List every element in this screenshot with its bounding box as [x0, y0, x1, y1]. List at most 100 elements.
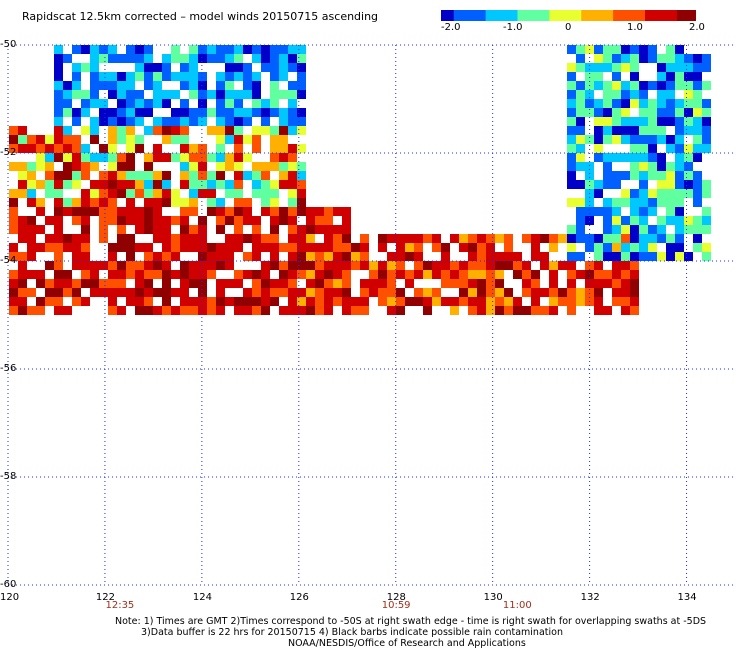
- wind-cell: [639, 54, 648, 63]
- wind-cell: [261, 279, 270, 288]
- wind-cell: [90, 153, 99, 162]
- wind-cell: [189, 306, 198, 315]
- wind-cell: [45, 288, 54, 297]
- wind-cell: [144, 198, 153, 207]
- wind-cell: [18, 234, 27, 243]
- wind-cell: [522, 234, 531, 243]
- wind-cell: [90, 81, 99, 90]
- wind-cell: [603, 171, 612, 180]
- wind-cell: [657, 117, 666, 126]
- wind-cell: [54, 252, 63, 261]
- wind-cell: [27, 288, 36, 297]
- wind-cell: [387, 270, 396, 279]
- wind-cell: [198, 288, 207, 297]
- wind-cell: [594, 297, 603, 306]
- wind-cell: [315, 252, 324, 261]
- wind-cell: [180, 81, 189, 90]
- wind-cell: [612, 243, 621, 252]
- wind-cell: [306, 225, 315, 234]
- wind-cell: [189, 189, 198, 198]
- wind-cell: [576, 234, 585, 243]
- wind-cell: [135, 279, 144, 288]
- wind-cell: [198, 243, 207, 252]
- wind-cell: [702, 99, 711, 108]
- wind-cell: [315, 306, 324, 315]
- wind-cell: [540, 261, 549, 270]
- wind-cell: [513, 252, 522, 261]
- wind-cell: [342, 297, 351, 306]
- wind-cell: [144, 162, 153, 171]
- wind-cell: [252, 144, 261, 153]
- wind-cell: [639, 171, 648, 180]
- wind-cell: [612, 225, 621, 234]
- wind-cell: [117, 234, 126, 243]
- wind-cell: [630, 99, 639, 108]
- wind-cell: [657, 162, 666, 171]
- wind-cell: [639, 180, 648, 189]
- wind-cell: [126, 90, 135, 99]
- wind-cell: [450, 297, 459, 306]
- wind-cell: [108, 261, 117, 270]
- wind-cell: [216, 162, 225, 171]
- wind-cell: [198, 81, 207, 90]
- wind-cell: [459, 243, 468, 252]
- wind-cell: [576, 45, 585, 54]
- wind-cell: [504, 261, 513, 270]
- wind-cell: [189, 63, 198, 72]
- wind-cell: [333, 279, 342, 288]
- wind-cell: [567, 234, 576, 243]
- wind-cell: [63, 144, 72, 153]
- wind-cell: [324, 288, 333, 297]
- wind-cell: [234, 180, 243, 189]
- wind-cell: [180, 279, 189, 288]
- wind-cell: [396, 261, 405, 270]
- wind-cell: [90, 270, 99, 279]
- time-label: 11:00: [502, 600, 532, 611]
- wind-cell: [225, 189, 234, 198]
- wind-cell: [666, 162, 675, 171]
- wind-cell: [135, 117, 144, 126]
- wind-cell: [324, 207, 333, 216]
- wind-cell: [531, 243, 540, 252]
- wind-cell: [162, 252, 171, 261]
- wind-cell: [216, 207, 225, 216]
- wind-cell: [558, 297, 567, 306]
- wind-cell: [675, 81, 684, 90]
- wind-cell: [162, 99, 171, 108]
- colorbar-cell: [511, 10, 518, 21]
- wind-cell: [594, 117, 603, 126]
- wind-cell: [432, 243, 441, 252]
- colorbar-cell: [517, 10, 525, 21]
- wind-cell: [72, 288, 81, 297]
- wind-cell: [108, 126, 117, 135]
- wind-cell: [603, 45, 612, 54]
- wind-cell: [144, 225, 153, 234]
- wind-cell: [90, 207, 99, 216]
- wind-cell: [684, 90, 693, 99]
- wind-cell: [306, 234, 315, 243]
- wind-cell: [45, 171, 54, 180]
- wind-cell: [153, 171, 162, 180]
- wind-cell: [675, 180, 684, 189]
- wind-cell: [630, 144, 639, 153]
- wind-cell: [630, 117, 639, 126]
- wind-cell: [288, 261, 297, 270]
- wind-cell: [243, 171, 252, 180]
- time-label: 12:35: [105, 600, 135, 611]
- wind-cell: [216, 171, 225, 180]
- wind-cell: [63, 99, 72, 108]
- wind-cell: [126, 54, 135, 63]
- wind-cell: [99, 171, 108, 180]
- wind-cell: [90, 63, 99, 72]
- wind-cell: [45, 234, 54, 243]
- wind-cell: [36, 297, 45, 306]
- wind-cell: [648, 189, 657, 198]
- wind-cell: [333, 270, 342, 279]
- wind-cell: [234, 234, 243, 243]
- wind-cell: [72, 198, 81, 207]
- wind-cell: [261, 63, 270, 72]
- wind-cell: [261, 108, 270, 117]
- wind-cell: [288, 306, 297, 315]
- wind-cell: [234, 135, 243, 144]
- colorbar-cell: [594, 10, 601, 21]
